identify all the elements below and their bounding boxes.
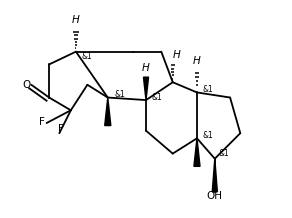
Text: H: H xyxy=(72,15,80,25)
Text: &1: &1 xyxy=(81,52,92,61)
Text: &1: &1 xyxy=(219,149,230,158)
Text: &1: &1 xyxy=(151,93,162,102)
Text: F: F xyxy=(58,124,64,134)
Polygon shape xyxy=(194,138,200,166)
Text: H: H xyxy=(193,56,201,66)
Text: OH: OH xyxy=(207,191,223,201)
Text: &1: &1 xyxy=(202,85,213,94)
Text: F: F xyxy=(39,117,44,127)
Text: O: O xyxy=(22,80,31,90)
Text: &1: &1 xyxy=(202,131,213,140)
Polygon shape xyxy=(212,159,217,192)
Text: &1: &1 xyxy=(114,90,125,99)
Text: H: H xyxy=(173,51,180,60)
Polygon shape xyxy=(105,97,111,126)
Polygon shape xyxy=(143,77,149,100)
Text: H: H xyxy=(142,63,150,73)
